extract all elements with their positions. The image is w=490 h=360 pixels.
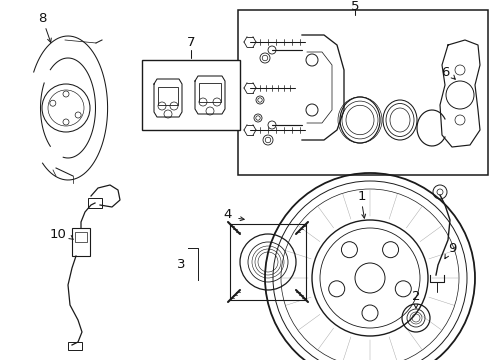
Text: 10: 10	[49, 229, 66, 242]
Text: 4: 4	[224, 208, 232, 221]
Text: 9: 9	[448, 242, 456, 255]
Bar	[238, 10, 488, 175]
Bar	[75, 232, 87, 242]
Text: 6: 6	[441, 66, 449, 78]
Text: 8: 8	[38, 12, 46, 24]
Text: 2: 2	[412, 289, 420, 302]
Bar	[142, 60, 240, 130]
Bar	[158, 87, 178, 104]
Text: 1: 1	[358, 189, 366, 202]
Bar	[199, 82, 221, 102]
Text: 7: 7	[187, 36, 195, 49]
Text: 5: 5	[351, 0, 359, 13]
Text: 3: 3	[176, 257, 185, 270]
Bar	[230, 224, 306, 300]
Bar	[68, 342, 82, 350]
Bar	[72, 228, 90, 256]
Bar	[88, 198, 102, 208]
